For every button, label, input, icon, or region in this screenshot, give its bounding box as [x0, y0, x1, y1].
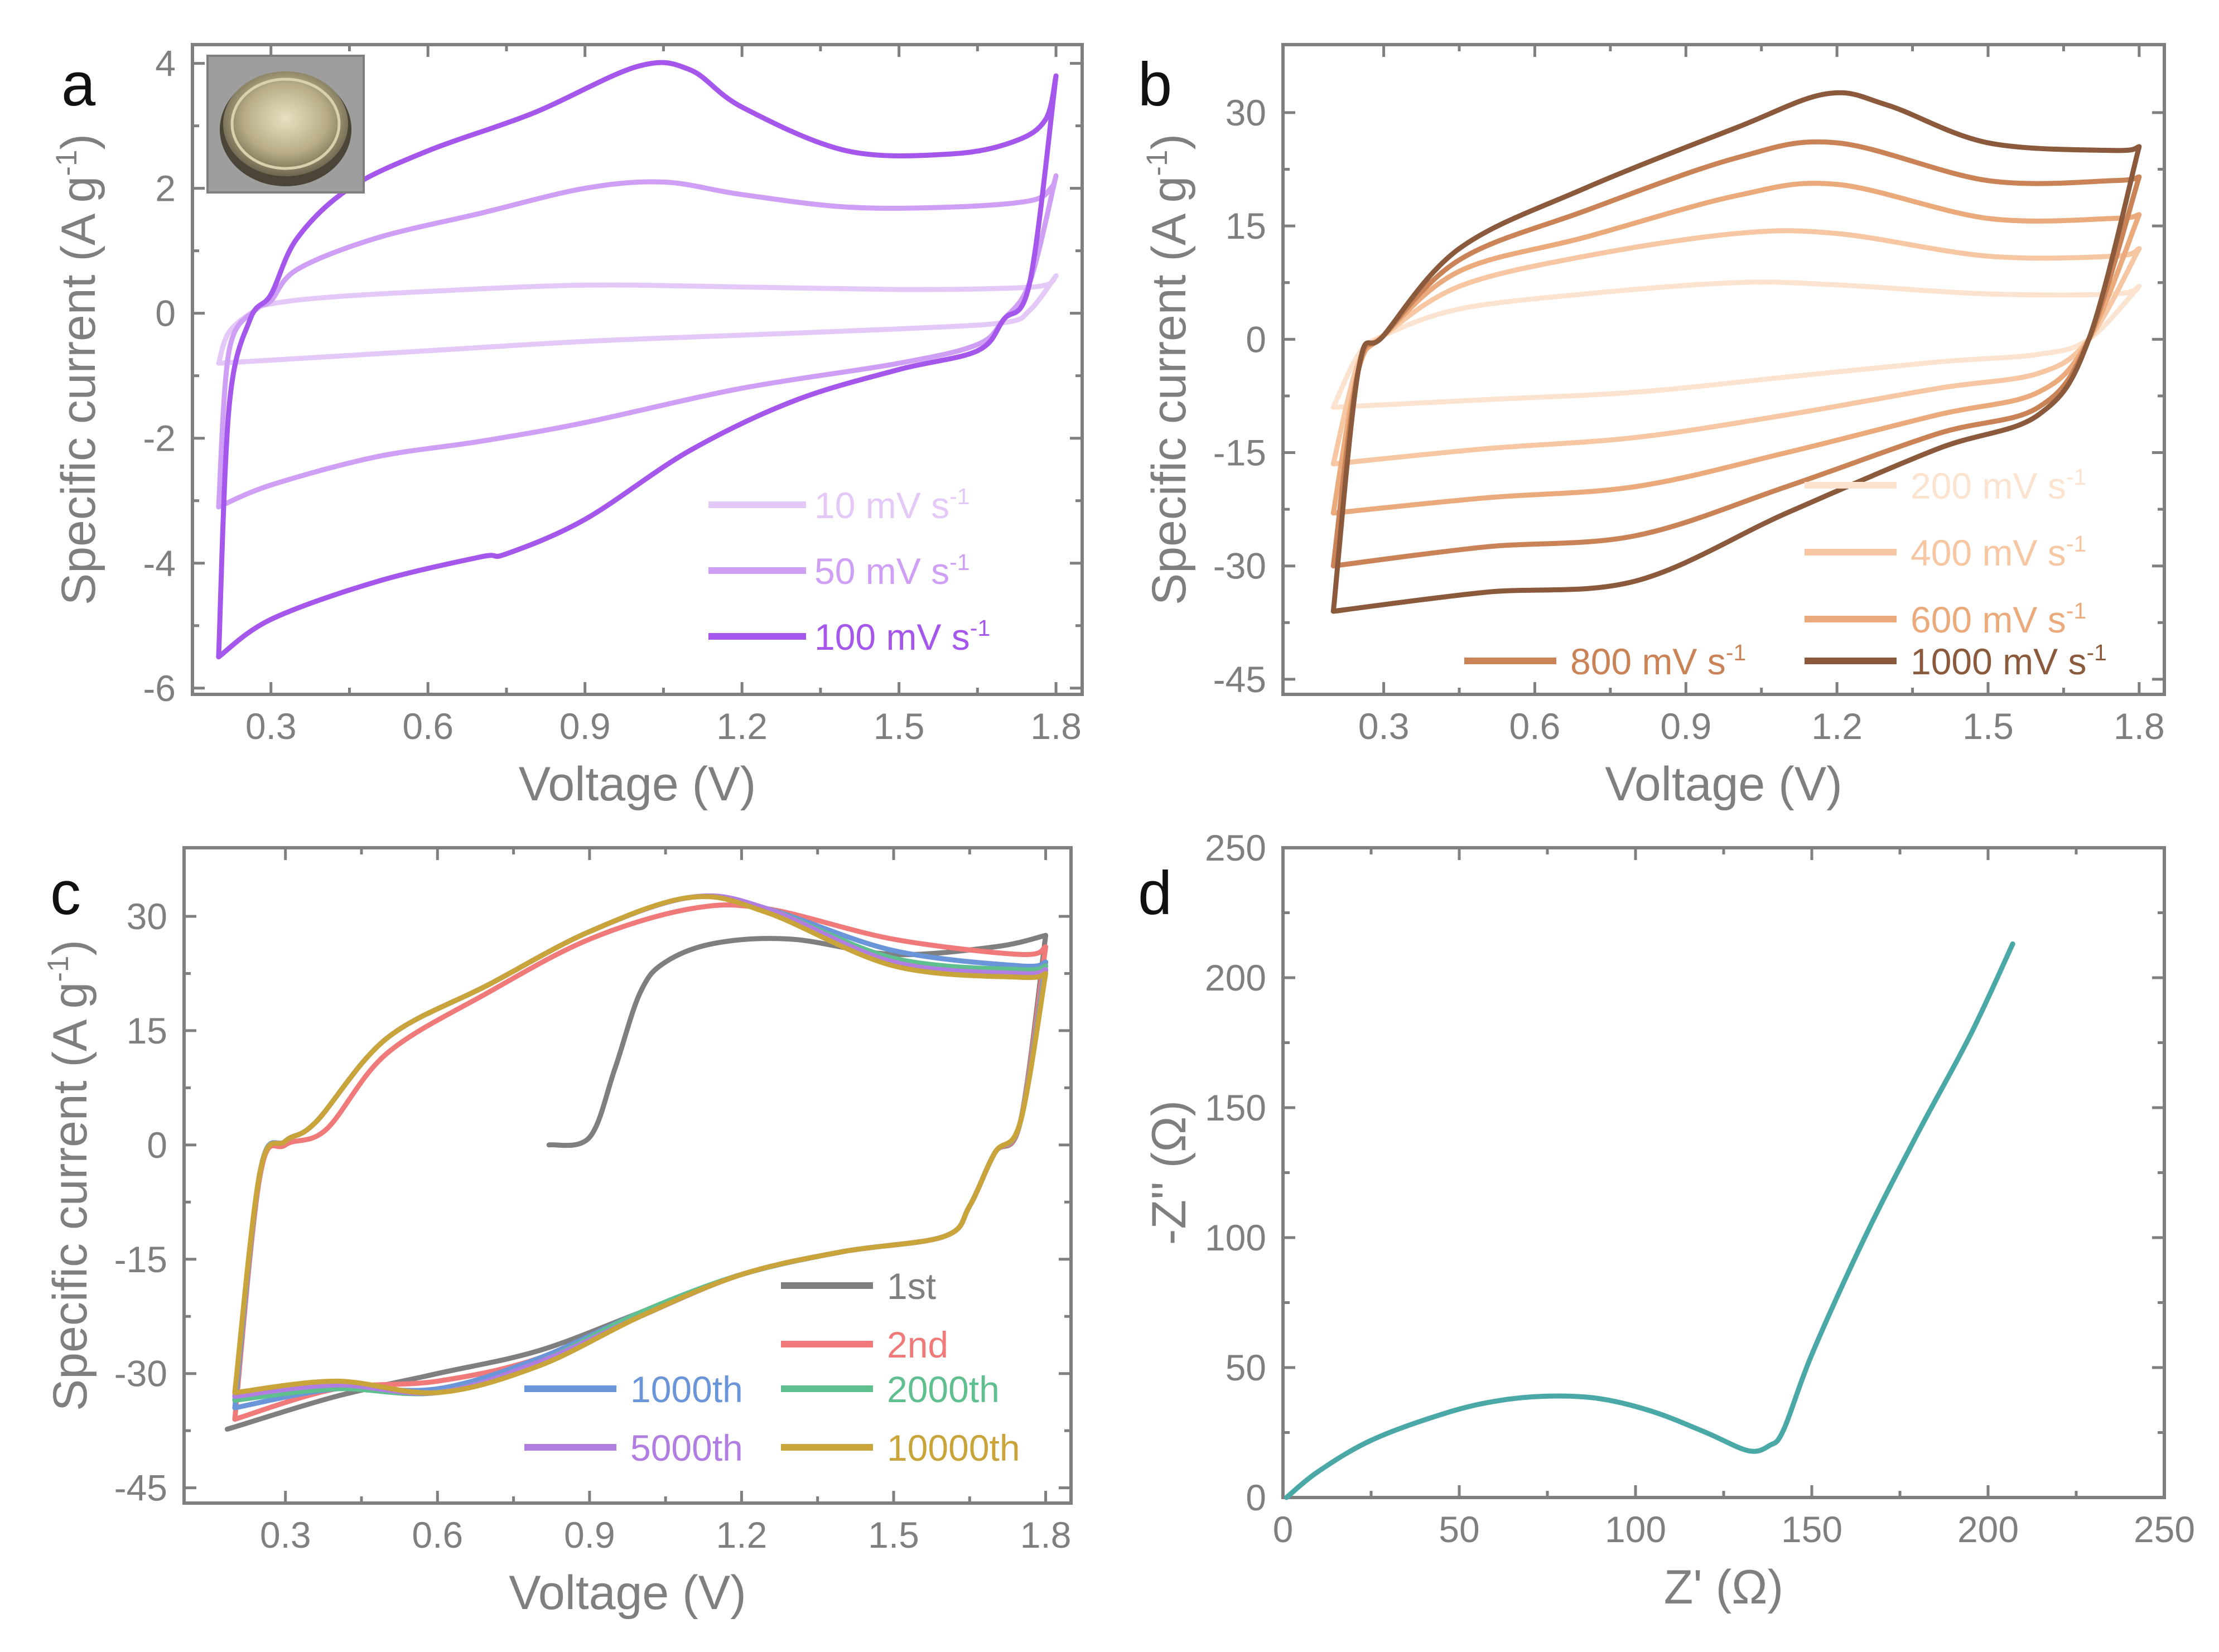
series-curve-a-0 — [216, 273, 1059, 366]
x-tick-label: 1.5 — [1962, 706, 2014, 747]
legend-label: 800 mV s-1 — [1570, 640, 1746, 682]
x-axis-title: Voltage (V) — [509, 1566, 746, 1620]
legend-label: 10000th — [887, 1427, 1020, 1469]
plot-frame-c — [182, 846, 1073, 1505]
legend-label: 1st — [887, 1265, 936, 1307]
y-tick-label: 50 — [1226, 1347, 1266, 1388]
legend-label: 1000th — [630, 1369, 743, 1410]
x-tick-label: 0 — [1273, 1509, 1294, 1550]
plot-frame-a — [191, 43, 1084, 696]
x-tick-label: 0.9 — [559, 706, 611, 747]
y-tick-label: 0 — [1246, 1477, 1266, 1518]
x-tick-label: 0.3 — [260, 1514, 311, 1556]
y-tick-label: -45 — [1213, 659, 1266, 700]
y-tick-label: -4 — [143, 543, 176, 584]
legend-label: 2000th — [887, 1369, 1000, 1410]
panel-letter-c: c — [50, 859, 81, 928]
legend-label: 2nd — [887, 1324, 948, 1365]
y-tick-label: 0 — [147, 1124, 167, 1166]
x-tick-label: 1.2 — [1811, 706, 1863, 747]
x-tick-label: 0.3 — [1358, 706, 1410, 747]
y-axis-title: Specific current (A g-1) — [1141, 134, 1196, 605]
series-curve-b-0 — [1330, 279, 2142, 410]
x-tick-label: 0.6 — [402, 706, 454, 747]
y-tick-label: 15 — [127, 1010, 167, 1051]
y-axis-title: Specific current (A g-1) — [42, 940, 97, 1411]
y-axis-title: Specific current (A g-1) — [50, 134, 105, 605]
series-curve-a-2 — [216, 60, 1059, 660]
y-axis-title: -Z'' (Ω) — [1142, 1100, 1196, 1245]
x-tick-label: 250 — [2134, 1509, 2195, 1550]
x-axis-title: Z' (Ω) — [1664, 1561, 1783, 1614]
plot-frame-d — [1281, 846, 2166, 1499]
legend-label: 5000th — [630, 1427, 743, 1469]
x-tick-label: 1.8 — [2114, 706, 2165, 747]
series-curve-d-0 — [1284, 941, 2015, 1500]
y-tick-label: 30 — [1226, 92, 1266, 133]
x-tick-label: 0.6 — [412, 1514, 463, 1556]
x-tick-label: 200 — [1957, 1509, 2019, 1550]
y-tick-label: -6 — [143, 668, 176, 709]
x-tick-label: 1.5 — [868, 1514, 919, 1556]
y-tick-label: -30 — [1213, 545, 1266, 587]
panel-b: b 0.3 0.6 0.9 1.2 1.5 1.8 -45 -30 -15 0 15 30 Voltage… — [1138, 43, 2166, 811]
y-tick-label: 150 — [1205, 1087, 1266, 1128]
x-tick-label: 100 — [1605, 1509, 1666, 1550]
y-tick-label: -2 — [143, 418, 176, 459]
legend-label: 600 mV s-1 — [1911, 598, 2086, 640]
panel-letter-d: d — [1138, 859, 1172, 928]
x-tick-label: 0.9 — [564, 1514, 615, 1556]
x-tick-label: 1.5 — [874, 706, 925, 747]
y-tick-label: 250 — [1205, 827, 1266, 868]
panel-letter-a: a — [61, 50, 96, 119]
coin-cell-inset-photo — [206, 55, 365, 194]
y-tick-label: 0 — [155, 293, 176, 334]
y-tick-label: 100 — [1205, 1217, 1266, 1258]
x-tick-label: 1.8 — [1020, 1514, 1072, 1556]
x-tick-label: 1.2 — [716, 706, 768, 747]
y-tick-label: 4 — [155, 43, 176, 84]
x-axis-title: Voltage (V) — [519, 757, 756, 811]
x-tick-label: 0.9 — [1660, 706, 1711, 747]
y-tick-label: 30 — [127, 896, 167, 937]
panel-d: d 0 50 100 150 200 250 0 50 100 150 200 250 Z' (Ω) -Z'… — [1138, 827, 2195, 1614]
x-tick-label: 0.3 — [245, 706, 297, 747]
plot-frame-b — [1281, 43, 2166, 696]
y-tick-label: -15 — [114, 1239, 167, 1280]
y-tick-label: -30 — [114, 1353, 167, 1394]
x-tick-label: 50 — [1439, 1509, 1479, 1550]
x-tick-label: 1.2 — [716, 1514, 768, 1556]
legend-label: 50 mV s-1 — [814, 549, 970, 592]
panel-a: a 0.3 0.6 0.9 1.2 1.5 1.8 -6 -4 -2 0 2 4 Voltage (V) S… — [50, 43, 1084, 811]
y-tick-label: 15 — [1226, 205, 1266, 247]
y-tick-label: -45 — [114, 1467, 167, 1509]
y-tick-label: 200 — [1205, 957, 1266, 998]
y-tick-label: 0 — [1246, 318, 1266, 360]
panel-letter-b: b — [1138, 50, 1172, 119]
legend-label: 10 mV s-1 — [814, 484, 970, 526]
x-tick-label: 0.6 — [1509, 706, 1561, 747]
legend-label: 400 mV s-1 — [1911, 531, 2086, 573]
series-curve-c-5 — [232, 893, 1049, 1395]
legend-label: 1000 mV s-1 — [1911, 640, 2107, 682]
legend-label: 100 mV s-1 — [814, 615, 990, 658]
y-tick-label: -15 — [1213, 432, 1266, 474]
x-tick-label: 150 — [1781, 1509, 1842, 1550]
x-tick-label: 1.8 — [1030, 706, 1082, 747]
panel-c: c 0.3 0.6 0.9 1.2 1.5 1.8 -45 -30 -15 0 15 30 Voltage… — [42, 846, 1073, 1620]
y-tick-label: 2 — [155, 168, 176, 209]
x-axis-title: Voltage (V) — [1605, 757, 1842, 811]
legend-label: 200 mV s-1 — [1911, 464, 2086, 506]
